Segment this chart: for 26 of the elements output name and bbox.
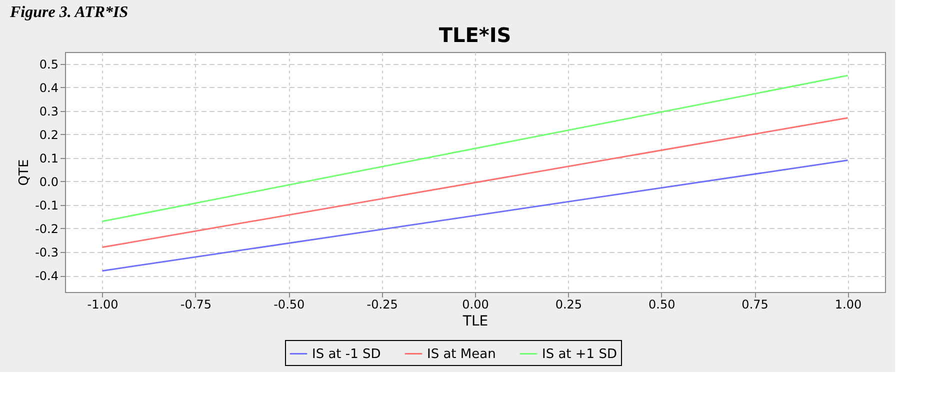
y-tick-label: 0.3 <box>39 104 58 118</box>
chart-title: TLE*IS <box>438 23 512 47</box>
x-tick-label: -0.75 <box>180 298 212 312</box>
x-tick-label: -0.50 <box>274 298 305 312</box>
x-tick-label: 0.50 <box>648 298 676 312</box>
caption: Figure 3. ATR*IS <box>9 4 128 21</box>
y-axis-title: QTE <box>17 159 32 186</box>
x-tick-label: 0.75 <box>742 298 768 312</box>
y-tick-label: 0.2 <box>39 128 58 142</box>
y-tick-label: -0.4 <box>35 269 58 284</box>
legend-label: IS at Mean <box>427 346 496 362</box>
y-tick-label: 0.4 <box>39 80 58 95</box>
y-tick-label: -0.3 <box>35 246 58 260</box>
y-tick-label: -0.1 <box>35 198 58 212</box>
y-tick-label: -0.2 <box>35 222 58 236</box>
y-tick-label: 0.5 <box>39 57 58 72</box>
y-tick-label: 0.1 <box>39 151 58 166</box>
x-tick-label: 0.00 <box>462 298 489 312</box>
legend-label: IS at -1 SD <box>312 346 381 362</box>
x-tick-label: -1.00 <box>87 298 118 312</box>
legend-label: IS at +1 SD <box>542 346 617 362</box>
x-tick-label: -0.25 <box>366 298 398 312</box>
y-tick-label: 0.0 <box>39 174 58 189</box>
x-tick-label: 1.00 <box>834 298 862 312</box>
x-axis-title: TLE <box>462 314 488 330</box>
x-tick-label: 0.25 <box>555 298 582 312</box>
